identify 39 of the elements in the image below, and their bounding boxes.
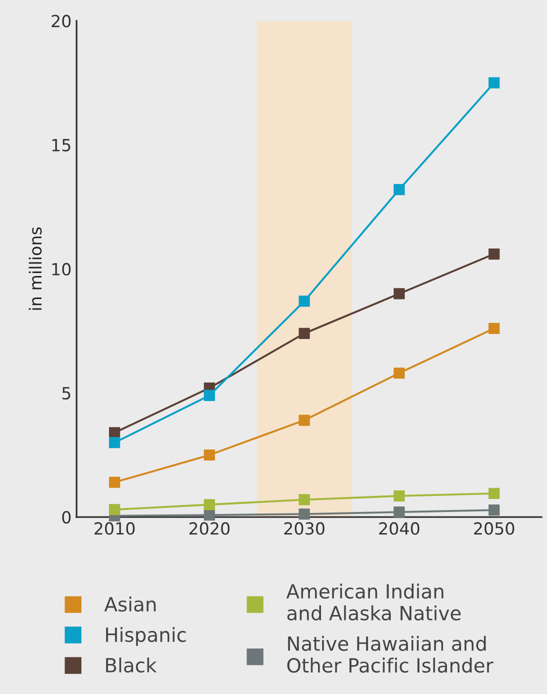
point	[394, 368, 405, 379]
x-tick-label: 2020	[189, 522, 230, 535]
point	[394, 490, 405, 502]
point	[488, 504, 500, 516]
x-tick-label: 2010	[94, 522, 135, 535]
point	[298, 414, 310, 426]
point	[488, 248, 500, 260]
legend-label: Black	[106, 658, 157, 673]
y-axis-title: in millions	[28, 227, 42, 310]
y-tick-label: 20	[52, 14, 71, 28]
legend-label: Asian	[104, 596, 156, 612]
point	[204, 499, 215, 510]
point	[298, 328, 310, 339]
point	[108, 427, 120, 438]
point	[394, 506, 405, 518]
point	[488, 322, 500, 334]
point	[298, 494, 310, 506]
x-tick-label: 2040	[379, 522, 420, 535]
point	[298, 296, 310, 307]
y-tick-label: 0	[62, 510, 71, 524]
point	[108, 437, 120, 448]
y-tick-label: 5	[62, 387, 70, 400]
legend-label: Hispanic	[106, 627, 186, 646]
point	[108, 476, 120, 488]
point	[108, 504, 120, 516]
point	[488, 488, 500, 500]
point	[488, 77, 500, 88]
y-tick-label: 15	[52, 139, 70, 152]
legend-label: American Indian and Alaska Native	[286, 584, 461, 620]
point	[204, 509, 215, 521]
y-tick-label: 10	[52, 262, 71, 276]
legend-label: Native Hawaiian and Other Pacific Islander	[287, 636, 494, 673]
x-tick-label: 2050	[474, 522, 514, 535]
point	[204, 449, 215, 461]
point	[298, 508, 310, 520]
x-tick-label: 2030	[284, 522, 324, 535]
point	[394, 184, 405, 196]
point	[204, 390, 215, 402]
point	[394, 288, 405, 300]
